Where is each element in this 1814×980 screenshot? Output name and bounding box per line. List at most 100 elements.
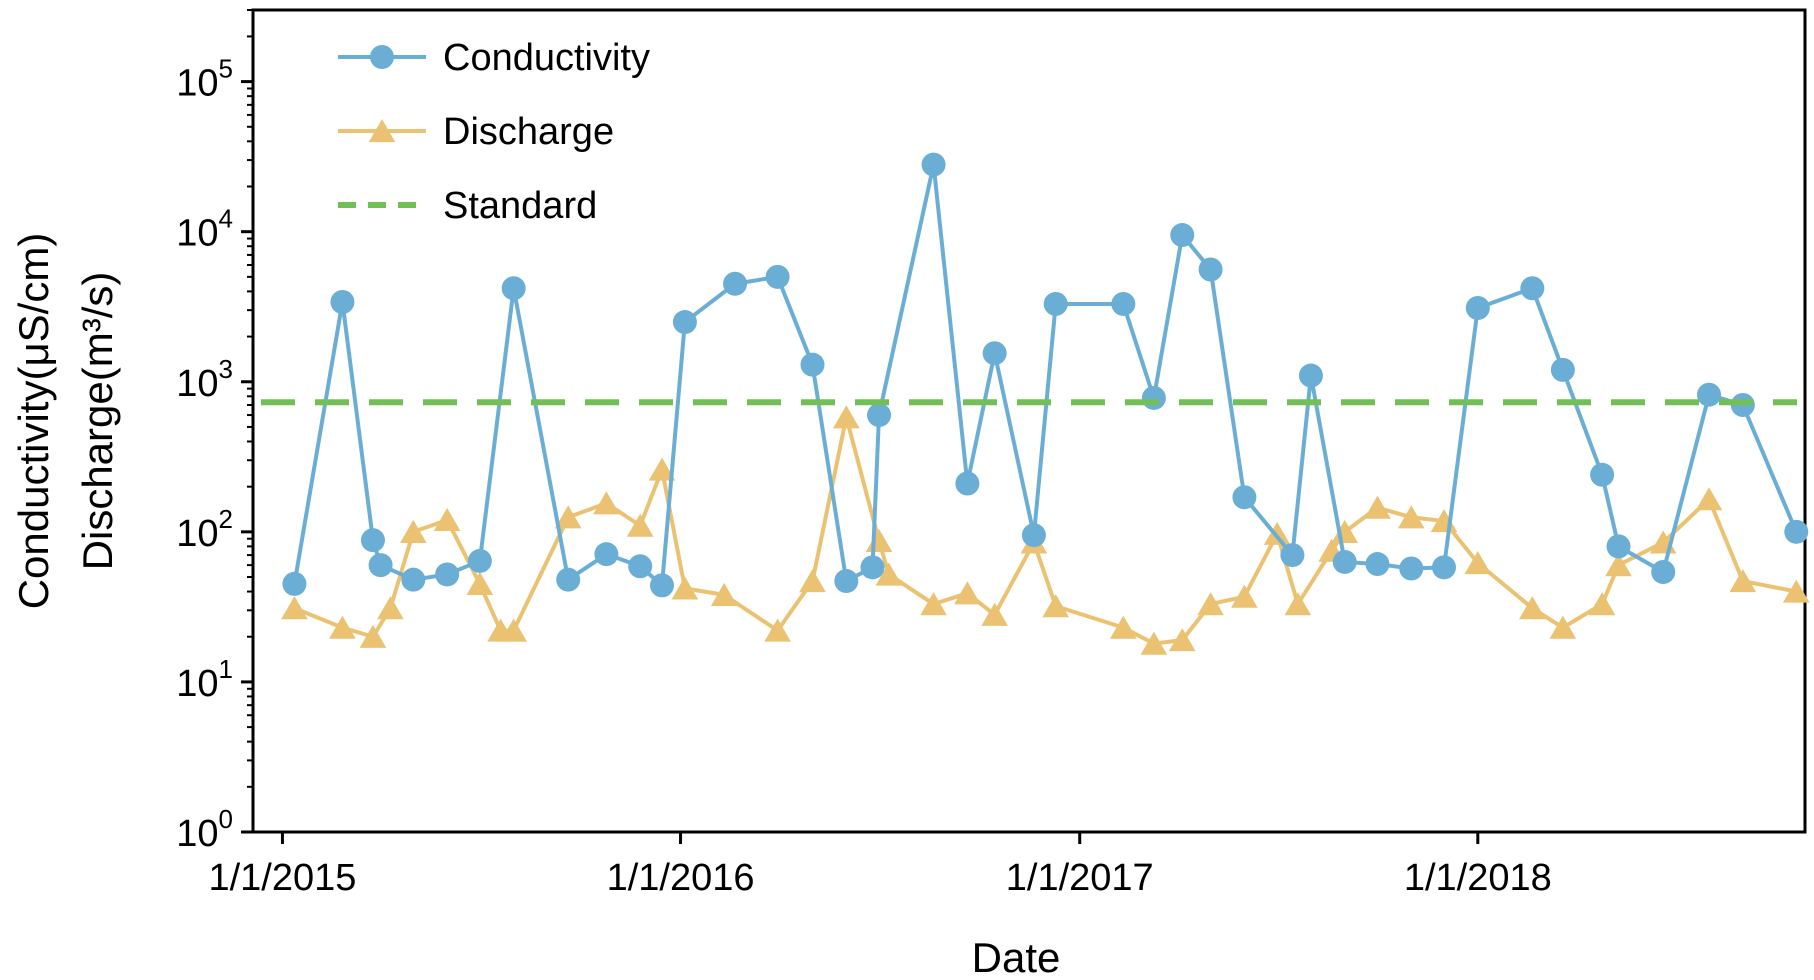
discharge-point	[377, 596, 404, 620]
conductivity-point	[982, 341, 1007, 366]
conductivity-point	[1332, 549, 1357, 574]
conductivity-point	[921, 152, 946, 177]
discharge-point	[710, 582, 738, 607]
conductivity-point	[867, 403, 892, 428]
discharge-point	[1695, 487, 1723, 511]
legend-standard-label: Standard	[443, 185, 597, 227]
conductivity-point	[649, 573, 674, 598]
discharge-point	[1140, 631, 1168, 655]
discharge-point	[833, 405, 860, 429]
conductivity-point	[594, 542, 619, 567]
conductivity-point	[1590, 462, 1615, 487]
conductivity-point	[501, 276, 526, 301]
conductivity-point	[1043, 291, 1068, 316]
discharge-point	[981, 602, 1008, 626]
discharge-point	[648, 457, 676, 481]
discharge-point	[920, 592, 947, 616]
legend-conductivity-marker	[370, 45, 394, 69]
conductivity-point	[1697, 382, 1722, 407]
discharge-point	[1397, 505, 1425, 529]
conductivity-point	[360, 528, 385, 553]
conductivity-point	[1784, 519, 1809, 544]
conductivity-point	[282, 571, 307, 596]
y-tick-label-3: 103	[176, 354, 233, 405]
y-tick-label-4: 104	[176, 204, 233, 255]
discharge-point	[1605, 553, 1632, 577]
x-tick-label-3: 1/1/2018	[1404, 857, 1552, 899]
conductivity-point	[834, 569, 859, 594]
y-tick-label-2: 102	[176, 504, 233, 555]
x-tick-label-0: 1/1/2015	[208, 857, 356, 899]
discharge-point	[626, 513, 654, 537]
y-axis-title-line-2: Discharge(m³/s)	[74, 272, 121, 571]
discharge-line	[293, 415, 1797, 646]
discharge-point	[433, 507, 461, 532]
discharge-point	[1231, 584, 1258, 608]
discharge-point	[359, 624, 387, 648]
conductivity-point	[368, 553, 393, 578]
discharge-point	[554, 505, 582, 529]
conductivity-point	[1232, 485, 1257, 510]
legend-discharge-label: Discharge	[443, 111, 614, 153]
discharge-point	[500, 618, 527, 642]
discharge-point	[593, 491, 620, 515]
conductivity-point	[1651, 560, 1676, 585]
discharge-point	[1284, 592, 1312, 616]
discharge-point	[799, 569, 826, 593]
conductivity-point	[1021, 523, 1046, 548]
discharge-point	[1110, 615, 1137, 639]
conductivity-point	[1520, 276, 1545, 301]
conductivity-point	[330, 289, 355, 314]
conductivity-point	[860, 555, 885, 580]
discharge-point	[1549, 615, 1577, 639]
y-axis-title-line-1: Conductivity(μS/cm)	[10, 233, 57, 610]
discharge-point	[865, 528, 893, 553]
discharge-point	[1464, 550, 1492, 575]
conductivity-point	[1111, 291, 1136, 316]
discharge-point	[671, 576, 699, 600]
conductivity-point	[1465, 296, 1490, 321]
discharge-point	[1168, 628, 1196, 652]
conductivity-point	[723, 271, 748, 296]
conductivity-point	[1365, 552, 1390, 577]
conductivity-point	[1298, 363, 1323, 388]
conductivity-point	[1431, 555, 1456, 580]
discharge-point	[329, 615, 356, 639]
legend-discharge-marker	[368, 119, 396, 143]
discharge-point	[1588, 592, 1616, 616]
conductivity-point	[401, 567, 426, 592]
discharge-point	[281, 596, 308, 620]
discharge-point	[1263, 521, 1291, 545]
conductivity-point	[435, 562, 460, 587]
x-tick-label-2: 1/1/2017	[1006, 857, 1154, 899]
discharge-point	[764, 618, 791, 642]
series-layer	[261, 152, 1810, 655]
legend: Conductivity Discharge Standard	[338, 37, 650, 227]
conductivity-point	[1550, 357, 1575, 382]
discharge-point	[466, 571, 494, 595]
y-tick-label-5: 105	[176, 54, 233, 105]
conductivity-point	[1170, 223, 1195, 248]
discharge-point	[1197, 592, 1224, 616]
x-tick-label-1: 1/1/2016	[607, 857, 755, 899]
discharge-point	[1519, 596, 1546, 620]
plot-frame	[251, 8, 1807, 834]
conductivity-point	[765, 264, 790, 289]
conductivity-point	[1198, 257, 1223, 282]
discharge-point	[1042, 594, 1070, 618]
x-axis-title: Date	[972, 934, 1061, 980]
discharge-point	[954, 581, 981, 605]
y-tick-label-0: 100	[176, 804, 233, 855]
axes: 100 101 102 103 104 105 1/1/2015 1/1/2016 1/1/20…	[176, 9, 1552, 899]
discharge-point	[875, 562, 903, 586]
discharge-point	[1782, 579, 1810, 603]
conductivity-point	[955, 471, 980, 496]
discharge-point	[1364, 495, 1391, 519]
conductivity-point	[556, 567, 581, 592]
discharge-point	[1729, 569, 1757, 593]
conductivity-point	[1399, 556, 1424, 581]
y-tick-label-1: 101	[176, 654, 233, 705]
conductivity-point	[1141, 385, 1166, 410]
conductivity-point	[1280, 543, 1305, 568]
